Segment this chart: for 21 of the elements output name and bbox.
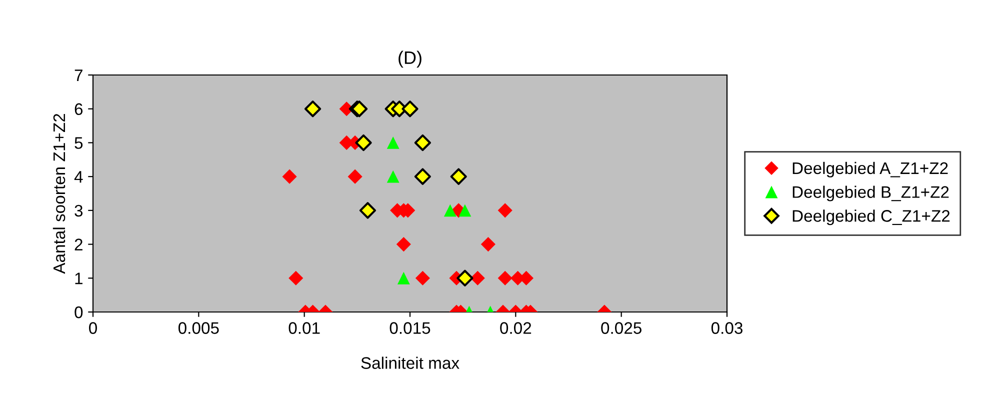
x-tick-label: 0.03 bbox=[711, 322, 742, 334]
x-axis-title: Saliniteit max bbox=[361, 356, 460, 369]
y-tick-label: 1 bbox=[75, 272, 82, 284]
y-axis-title: Aantal soorten Z1+Z2 bbox=[52, 114, 66, 274]
x-tick-label: 0.01 bbox=[288, 322, 320, 334]
y-tick-label: 5 bbox=[74, 137, 83, 149]
x-tick-label: 0 bbox=[89, 322, 97, 334]
x-tick-label: 0.005 bbox=[178, 322, 219, 334]
legend-label: Deelgebied C_Z1+Z2 bbox=[792, 210, 950, 226]
x-tick-label: 0.02 bbox=[500, 322, 532, 334]
y-tick-label: 0 bbox=[74, 306, 83, 318]
x-tick-label: 0.025 bbox=[601, 322, 642, 334]
y-tick-label: 7 bbox=[74, 70, 82, 82]
chart-title: (D) bbox=[398, 50, 422, 68]
x-tick-label: 0.015 bbox=[390, 322, 430, 334]
y-tick-label: 4 bbox=[74, 171, 83, 183]
y-tick-label: 2 bbox=[74, 238, 82, 250]
y-tick-label: 6 bbox=[74, 103, 83, 116]
legend-label: Deelgebied B_Z1+Z2 bbox=[792, 186, 949, 202]
y-tick-label: 3 bbox=[74, 204, 83, 217]
legend-label: Deelgebied A_Z1+Z2 bbox=[792, 162, 948, 178]
